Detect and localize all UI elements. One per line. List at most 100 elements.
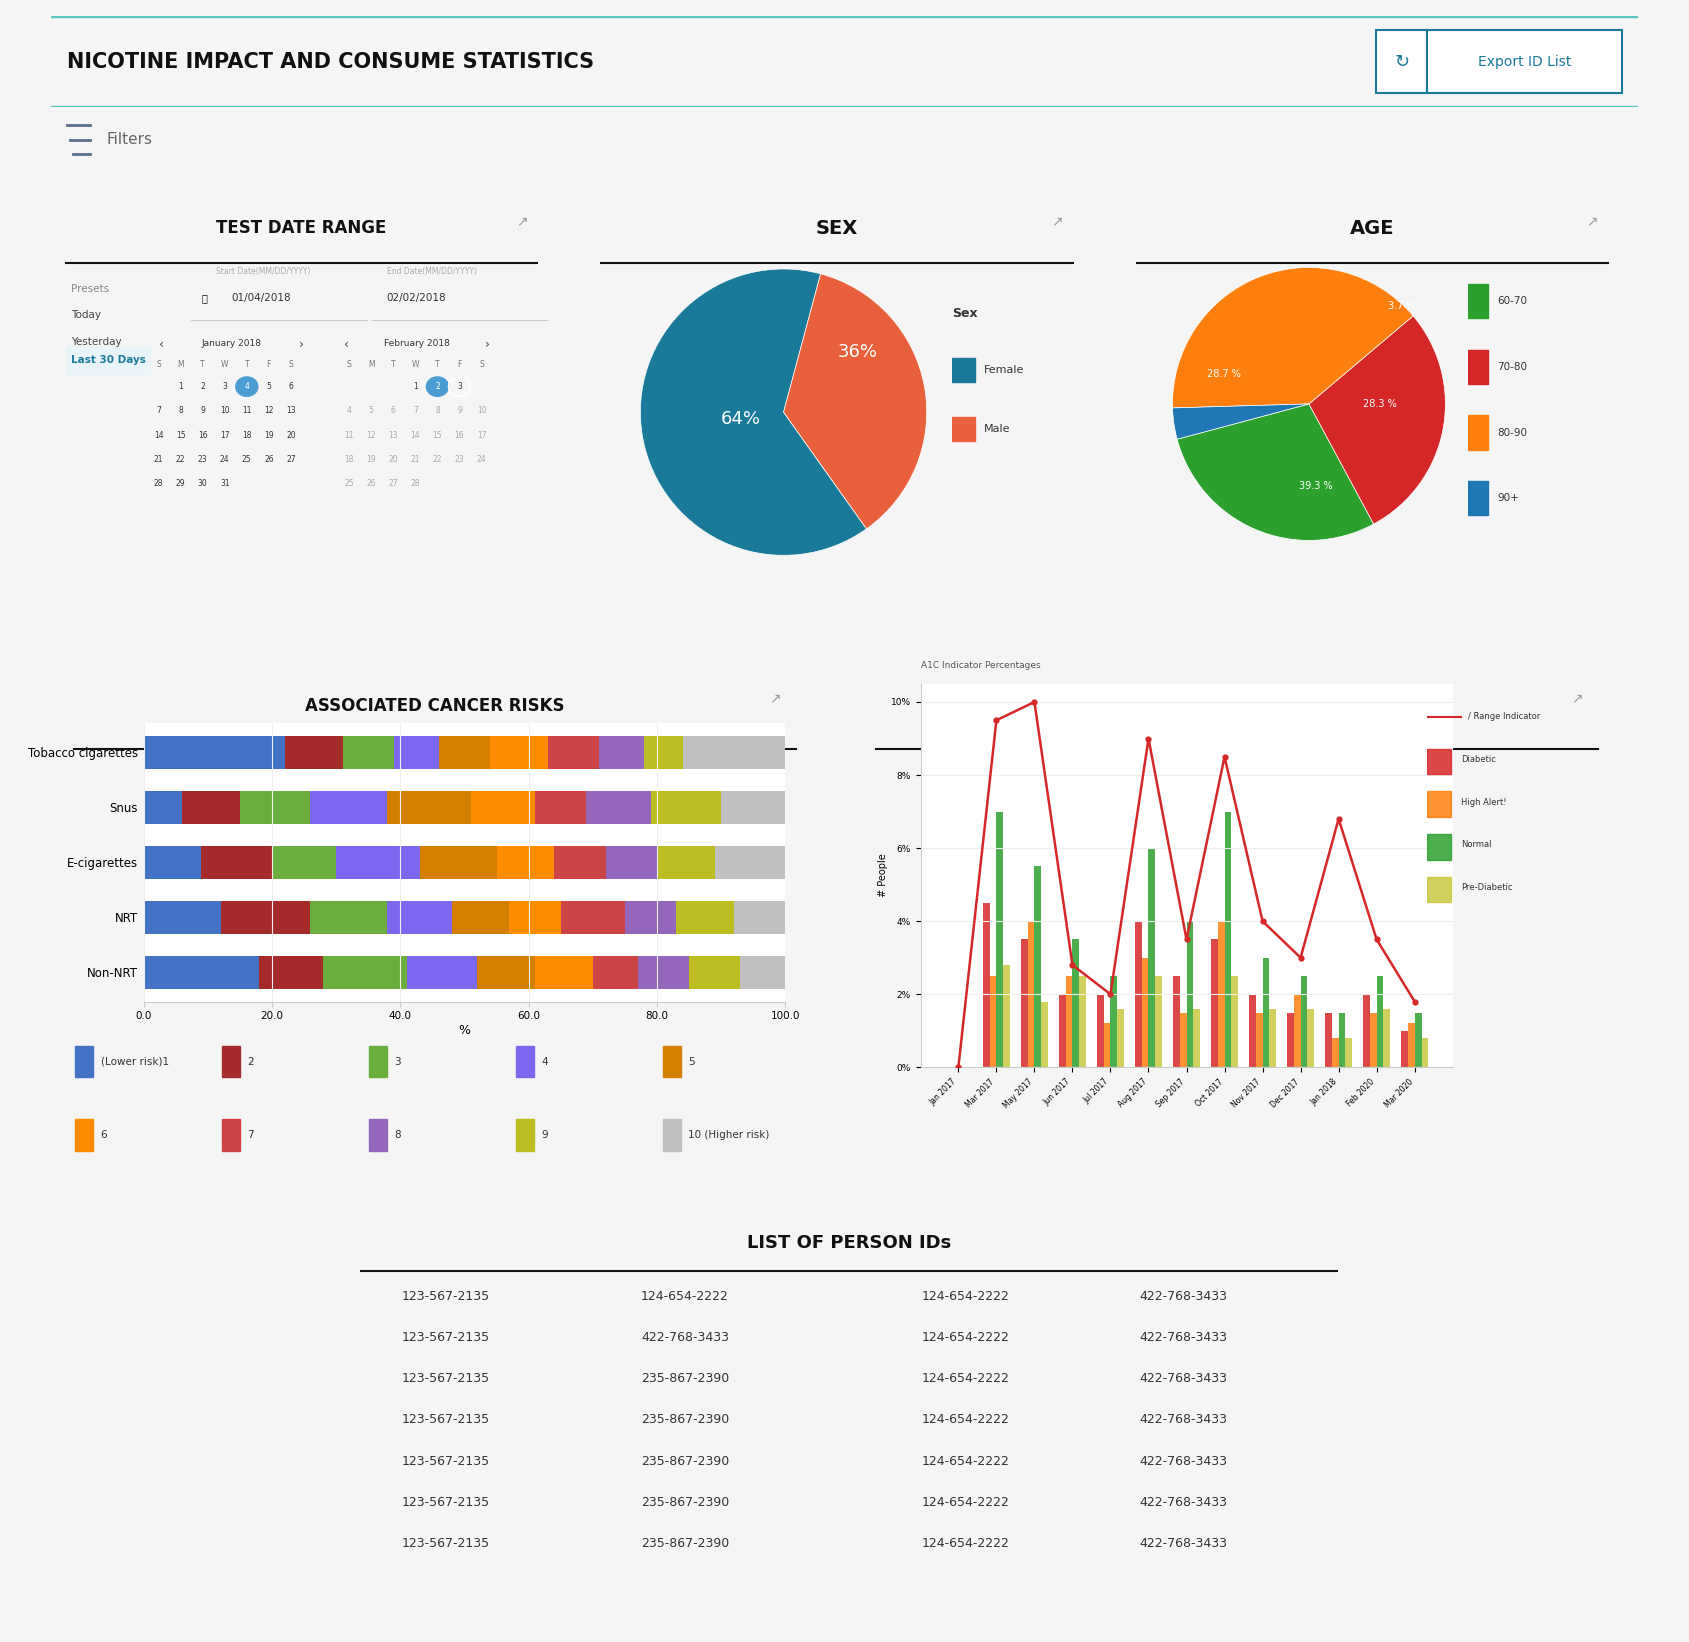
Text: 5: 5 [368, 406, 373, 415]
Bar [74, 1120, 93, 1151]
Bar [990, 975, 997, 1067]
Bar [1468, 284, 1488, 319]
Text: ↻: ↻ [1393, 53, 1409, 71]
Text: Sex: Sex [953, 307, 978, 320]
Text: 80-90: 80-90 [1498, 427, 1527, 437]
Bar [1255, 1013, 1263, 1067]
Text: 28.3 %: 28.3 % [1363, 399, 1397, 409]
Text: Male: Male [985, 424, 1010, 433]
Bar [336, 846, 419, 878]
Text: 6: 6 [101, 1130, 106, 1140]
Text: 18: 18 [345, 455, 355, 463]
Bar [144, 901, 221, 934]
Bar [311, 791, 387, 824]
Bar [419, 846, 497, 878]
FancyBboxPatch shape [66, 346, 150, 374]
Text: 235-867-2390: 235-867-2390 [640, 1455, 730, 1468]
Text: Today: Today [71, 310, 101, 320]
Bar [368, 1120, 387, 1151]
Bar [1370, 1013, 1377, 1067]
Bar [285, 736, 343, 768]
Text: 3: 3 [223, 383, 228, 391]
Text: T: T [436, 360, 439, 369]
Bar [510, 901, 561, 934]
Bar [657, 846, 714, 878]
Text: 422-768-3433: 422-768-3433 [1140, 1455, 1228, 1468]
Bar [1172, 975, 1179, 1067]
Bar [1263, 957, 1270, 1067]
Text: 9: 9 [542, 1130, 547, 1140]
Bar [1186, 921, 1194, 1067]
Text: 124-654-2222: 124-654-2222 [640, 1289, 730, 1302]
Text: 235-867-2390: 235-867-2390 [640, 1496, 730, 1509]
Bar [240, 791, 311, 824]
Text: 123-567-2135: 123-567-2135 [402, 1537, 490, 1550]
Text: 02/02/2018: 02/02/2018 [387, 292, 446, 302]
Text: W: W [221, 360, 228, 369]
Text: End Date(MM/DD/YYYY): End Date(MM/DD/YYYY) [387, 266, 476, 276]
Bar [1034, 867, 1042, 1067]
Text: 4: 4 [542, 1057, 547, 1067]
Text: Start Date(MM/DD/YYYY): Start Date(MM/DD/YYYY) [216, 266, 311, 276]
Y-axis label: # People: # People [878, 854, 888, 898]
Text: 26: 26 [367, 479, 377, 488]
Text: 15: 15 [176, 430, 186, 440]
Bar [1020, 939, 1027, 1067]
Wedge shape [784, 274, 927, 529]
Bar [561, 901, 625, 934]
Text: 123-567-2135: 123-567-2135 [402, 1289, 490, 1302]
Text: 24: 24 [476, 455, 486, 463]
Bar [1339, 1013, 1346, 1067]
Text: ‹: ‹ [159, 338, 164, 350]
Text: 16: 16 [198, 430, 208, 440]
Text: 16: 16 [454, 430, 464, 440]
FancyBboxPatch shape [1377, 30, 1427, 94]
Text: S: S [480, 360, 485, 369]
Text: TEST DATE RANGE: TEST DATE RANGE [216, 218, 387, 236]
Bar [600, 736, 644, 768]
Bar [323, 956, 407, 988]
Text: 123-567-2135: 123-567-2135 [402, 1496, 490, 1509]
Text: 28.7 %: 28.7 % [1208, 369, 1241, 379]
Text: 22: 22 [432, 455, 443, 463]
Bar [1400, 1031, 1409, 1067]
Text: 422-768-3433: 422-768-3433 [1140, 1414, 1228, 1427]
Text: 13: 13 [285, 406, 296, 415]
Text: 123-567-2135: 123-567-2135 [402, 1455, 490, 1468]
Bar [676, 901, 735, 934]
Bar [1110, 975, 1118, 1067]
Bar [1142, 957, 1149, 1067]
Text: S: S [346, 360, 351, 369]
Bar [1225, 811, 1231, 1067]
Text: 25: 25 [345, 479, 355, 488]
Text: 8: 8 [179, 406, 182, 415]
Text: February 2018: February 2018 [383, 340, 449, 348]
Bar [1179, 1013, 1187, 1067]
Text: F: F [267, 360, 270, 369]
Text: 29: 29 [176, 479, 186, 488]
Bar [1079, 975, 1086, 1067]
Circle shape [426, 378, 449, 396]
Text: T: T [245, 360, 248, 369]
Bar [953, 417, 975, 442]
Bar [740, 956, 785, 988]
Text: 2: 2 [436, 383, 439, 391]
Bar [1377, 975, 1383, 1067]
Text: 7: 7 [155, 406, 160, 415]
Text: 124-654-2222: 124-654-2222 [922, 1414, 1010, 1427]
Bar [221, 1120, 240, 1151]
Text: 4: 4 [346, 406, 351, 415]
Text: 36%: 36% [838, 343, 878, 361]
Bar [535, 956, 593, 988]
Text: 235-867-2390: 235-867-2390 [640, 1414, 730, 1427]
Bar [1363, 995, 1370, 1067]
Text: 22: 22 [176, 455, 186, 463]
Bar [490, 736, 547, 768]
Wedge shape [1172, 268, 1414, 407]
Text: 26: 26 [263, 455, 274, 463]
Text: 10: 10 [476, 406, 486, 415]
Text: 235-867-2390: 235-867-2390 [640, 1373, 730, 1386]
Bar [535, 791, 586, 824]
Bar [1118, 1008, 1125, 1067]
Bar [1409, 1023, 1415, 1067]
